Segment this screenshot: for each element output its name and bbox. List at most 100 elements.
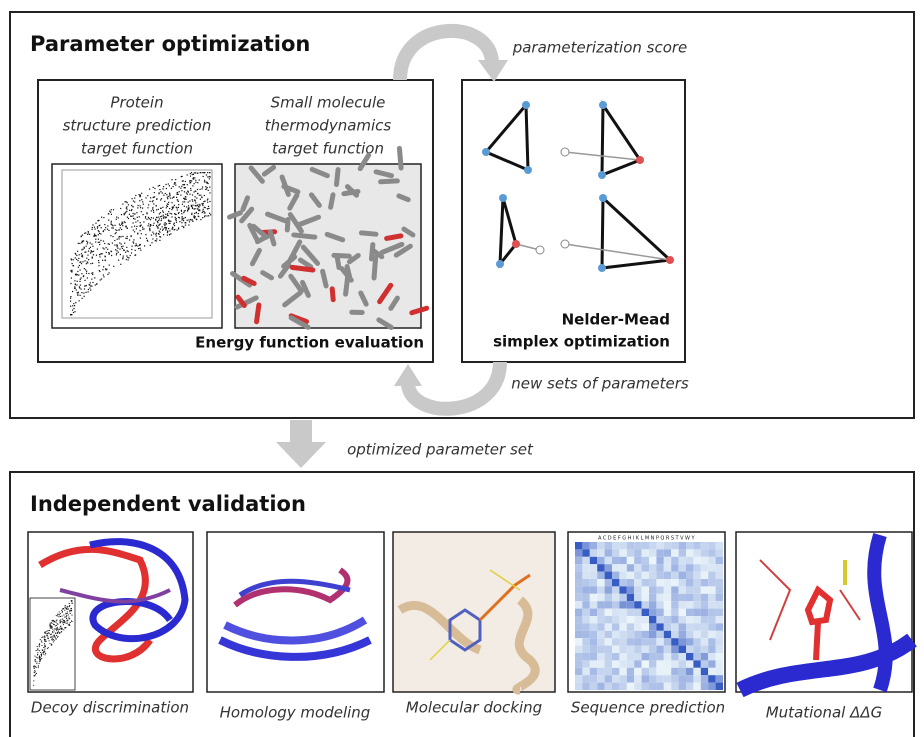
- dot: [140, 222, 141, 223]
- cell: [582, 683, 589, 690]
- dot: [118, 237, 119, 238]
- dot: [194, 200, 195, 201]
- dot: [152, 201, 153, 202]
- dot: [168, 196, 169, 197]
- dot: [48, 638, 49, 639]
- dot: [39, 658, 40, 659]
- dot: [157, 222, 158, 223]
- dot: [37, 648, 38, 649]
- dot: [69, 603, 70, 604]
- stick: [399, 196, 408, 200]
- dot: [92, 224, 93, 225]
- dot: [118, 252, 119, 253]
- dot: [56, 622, 57, 623]
- dot: [113, 266, 114, 267]
- dot: [167, 235, 168, 236]
- dot: [116, 232, 117, 233]
- dot: [153, 225, 154, 226]
- dot: [108, 213, 109, 214]
- panel-caption: Mutational ΔΔG: [766, 704, 883, 722]
- dot: [36, 657, 37, 658]
- dot: [159, 189, 160, 190]
- dot: [192, 185, 193, 186]
- dot: [93, 254, 94, 255]
- cell: [634, 646, 641, 653]
- cell: [590, 683, 597, 690]
- dot: [63, 608, 64, 609]
- cell: [619, 609, 626, 616]
- dot: [88, 259, 89, 260]
- dot: [125, 201, 126, 202]
- dot: [189, 221, 190, 222]
- cell: [686, 631, 693, 638]
- cell: [627, 549, 634, 556]
- dot: [75, 288, 76, 289]
- dot: [199, 205, 200, 206]
- dot: [173, 196, 174, 197]
- dot: [95, 229, 96, 230]
- dot: [118, 229, 119, 230]
- cell: [642, 646, 649, 653]
- dot: [69, 606, 70, 607]
- dot: [63, 622, 64, 623]
- dot: [120, 227, 121, 228]
- dot: [68, 609, 69, 610]
- dot: [81, 277, 82, 278]
- cell: [693, 572, 700, 579]
- cell: [686, 668, 693, 675]
- dot: [177, 199, 178, 200]
- cell: [656, 631, 663, 638]
- dot: [94, 277, 95, 278]
- dot: [158, 217, 159, 218]
- dot: [194, 172, 195, 173]
- panel-caption: Homology modeling: [220, 704, 371, 722]
- dot: [74, 280, 75, 281]
- dot: [53, 641, 54, 642]
- cell: [679, 572, 686, 579]
- dot: [79, 265, 80, 266]
- cell: [575, 572, 582, 579]
- dot: [197, 189, 198, 190]
- dot: [173, 206, 174, 207]
- cell: [619, 557, 626, 564]
- cell: [701, 631, 708, 638]
- dot: [111, 227, 112, 228]
- dot: [154, 192, 155, 193]
- cell: [679, 653, 686, 660]
- cell: [693, 557, 700, 564]
- dot: [132, 206, 133, 207]
- dot: [43, 654, 44, 655]
- dot: [150, 197, 151, 198]
- dot: [192, 201, 193, 202]
- cell: [656, 646, 663, 653]
- cell: [708, 601, 715, 608]
- dot: [98, 234, 99, 235]
- dot: [147, 195, 148, 196]
- dot: [57, 628, 58, 629]
- cell: [605, 660, 612, 667]
- dot: [131, 205, 132, 206]
- vertex: [599, 101, 607, 109]
- cell: [664, 586, 671, 593]
- dot: [189, 200, 190, 201]
- cell: [575, 668, 582, 675]
- dot: [126, 259, 127, 260]
- cell: [627, 653, 634, 660]
- dot: [55, 633, 56, 634]
- dot: [205, 189, 206, 190]
- dot: [71, 314, 72, 315]
- dot: [181, 218, 182, 219]
- dot: [128, 257, 129, 258]
- dot: [42, 645, 43, 646]
- cell: [590, 623, 597, 630]
- dot: [196, 219, 197, 220]
- cell: [605, 549, 612, 556]
- dot: [166, 207, 167, 208]
- dot: [86, 271, 87, 272]
- cell: [716, 542, 723, 549]
- dot: [96, 235, 97, 236]
- dot: [166, 194, 167, 195]
- dot: [133, 213, 134, 214]
- dot: [152, 209, 153, 210]
- dot: [122, 204, 123, 205]
